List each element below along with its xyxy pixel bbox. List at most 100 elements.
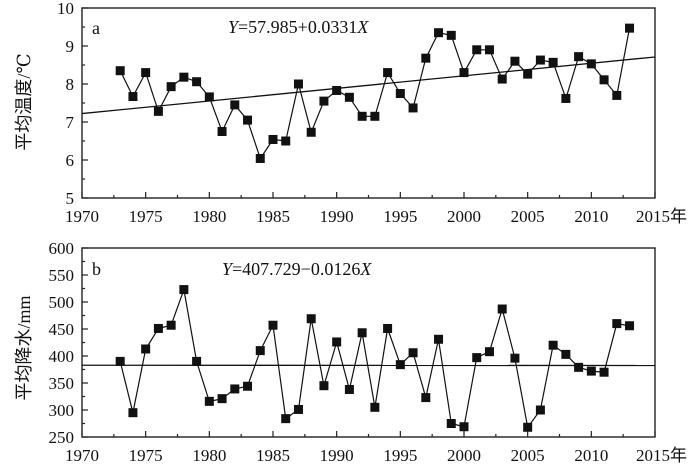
panel-b-y-tick-label: 550 [49,266,75,285]
panel-a-y-tick-label: 6 [66,151,75,170]
panel-b-x-tick-label: 1990 [320,446,354,465]
panel-a-point-1978 [179,72,189,82]
panel-b-y-tick-label: 400 [49,347,75,366]
panel-b-point-2010 [586,366,596,376]
panel-b-x-tick-label: 2010 [574,446,608,465]
panel-a-x-tick-label: 2000 [447,207,481,226]
panel-a-point-2004 [510,56,520,66]
panel-b-point-1977 [166,320,176,330]
panel-b-x-tick-label: 2015年 [636,446,687,465]
panel-a-point-2009 [574,52,584,62]
panel-a-x-tick-label: 1995 [383,207,417,226]
panel-a-point-1982 [230,100,240,110]
panel-b-point-2000 [459,422,469,432]
panel-b-x-unit: 年 [670,446,687,465]
panel-b-point-1991 [344,384,354,394]
panel-a-point-1981 [217,127,227,136]
panel-b-point-2009 [574,362,584,372]
panel-a-point-2001 [472,45,482,55]
panel-a-label: a [92,18,100,38]
panel-a-point-1995 [395,89,405,98]
panel-b-y-axis-title: 平均降水/mm [14,295,34,400]
precipitation-panel: b Y=407.729−0.0126X 平均降水/mm 1970 1975 1980… [14,239,687,465]
panel-a-point-2006 [535,55,545,65]
panel-a-equation: Y=57.985+0.0331X [228,17,369,37]
panel-a-point-2010 [586,59,596,69]
panel-a-point-2013 [625,23,635,33]
panel-a-point-2011 [599,75,609,85]
panel-a-x-tick-label: 2010 [574,207,608,226]
panel-a-y-tick-label: 8 [66,75,75,94]
panel-a-y-tick-label: 9 [66,37,75,56]
panel-b-point-1979 [192,356,202,366]
panel-a-point-1988 [306,127,316,137]
panel-b-point-1996 [408,348,418,358]
panel-a-point-1994 [383,68,393,78]
panel-b-equation: Y=407.729−0.0126X [222,259,372,279]
panel-b-label: b [92,259,101,279]
panel-a-point-1980 [204,92,214,102]
panel-b-point-1980 [204,396,214,406]
panel-b-point-1993 [370,402,380,412]
panel-b-point-2012 [612,319,622,329]
panel-a-point-2000 [459,68,469,78]
panel-b-y-tick-label: 500 [49,293,75,312]
panel-b-x-tick-label: 1980 [192,446,226,465]
panel-a-point-1977 [166,82,176,92]
panel-a-x-tick-label: 1990 [320,207,354,226]
panel-b-point-2013 [625,321,635,331]
panel-b-point-2004 [510,353,520,363]
panel-b-point-1992 [357,328,367,338]
panel-a-frame [81,7,656,199]
panel-a-point-1979 [192,77,202,87]
panel-b-point-1985 [268,320,278,330]
temperature-panel: a Y=57.985+0.0331X 平均温度/℃ 1970 1975 1980 19… [14,0,687,226]
panel-a-x-tick-label: 1970 [65,207,99,226]
panel-b-point-1997 [421,393,431,403]
panel-b-y-tick-label: 250 [49,428,75,447]
panel-a-point-1974 [128,92,138,102]
panel-b-point-1978 [179,285,189,295]
panel-b-point-1975 [141,344,151,354]
panel-b-point-1999 [446,419,456,428]
panel-b-point-1995 [395,360,405,370]
panel-a-point-1996 [408,103,418,113]
panel-b-point-1976 [153,323,163,333]
panel-b-point-2003 [497,304,507,314]
panel-a-point-1990 [332,85,342,95]
panel-a-point-1993 [370,111,380,121]
panel-a-point-1997 [421,53,431,63]
panel-a-trend-line [81,56,656,115]
panel-b-point-1983 [243,381,253,391]
panel-b-x-tick-label: 1975 [129,446,163,465]
panel-a-point-1973 [115,66,125,76]
panel-b-point-2002 [484,347,494,357]
panel-b-point-1984 [255,346,265,356]
panel-b-point-1986 [281,414,291,424]
panel-a-point-1986 [281,136,291,146]
panel-b-x-tick-label: 1985 [256,446,290,465]
panel-a-point-1999 [446,30,456,40]
panel-b-y-tick-label: 350 [49,374,75,393]
panel-b-point-2001 [472,353,482,363]
panel-b-point-2005 [523,422,533,432]
panel-a-x-tick-label: 2005 [511,207,545,226]
panel-b-point-1974 [128,408,138,418]
panel-b-point-1990 [332,337,342,347]
panel-b-point-2011 [599,367,609,377]
panel-b-x-tick-label: 2000 [447,446,481,465]
panel-b-point-2007 [548,340,558,350]
panel-b-x-tick-label: 1970 [65,446,99,465]
panel-a-point-2012 [612,90,622,100]
panel-a-point-1989 [319,96,329,106]
panel-b-y-tick-label: 300 [49,401,75,420]
panel-a-y-tick-label: 5 [66,189,75,208]
panel-b-point-1994 [383,323,393,333]
panel-a-point-1976 [153,106,163,116]
panel-a-point-1984 [255,153,265,163]
panel-b-point-1988 [306,314,316,324]
panel-b-point-1973 [115,356,125,366]
panel-b-x-tick-label: 1995 [383,446,417,465]
panel-b-y-tick-label: 450 [49,320,75,339]
